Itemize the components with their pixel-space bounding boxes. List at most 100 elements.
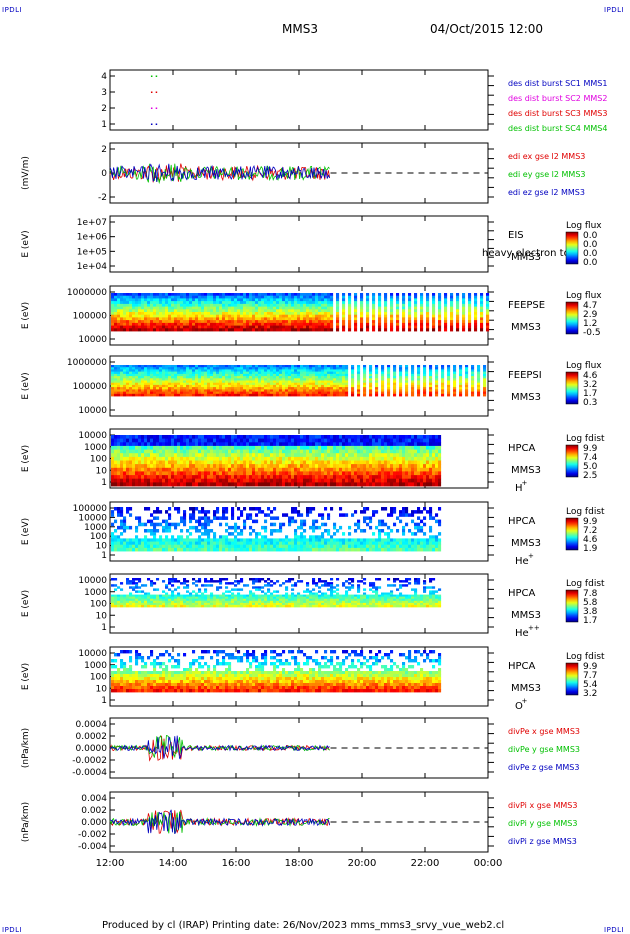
feepse-panel-cell (279, 322, 283, 327)
feepse-panel-cell (252, 328, 256, 332)
hpca-h-panel-cell (321, 435, 325, 440)
feepsi-panel-cell (339, 373, 343, 377)
feepsi-panel-cell (129, 391, 133, 395)
feepsi-panel-cell (477, 393, 481, 397)
feepse-panel-cell (486, 328, 490, 332)
hpca-h-panel-cell (210, 471, 214, 476)
hpca-he-panel-cell (177, 535, 181, 539)
hpca-he-panel-cell (135, 538, 139, 542)
divpi-panel-legend-entry: divPi x gse MMS3 (508, 801, 577, 810)
feepsi-panel-cell (159, 389, 163, 393)
hpca-h-panel-cell (285, 464, 289, 469)
feepse-panel-cell (153, 317, 157, 321)
feepse-panel-cell (450, 301, 454, 305)
hpca-h-panel-cell (192, 460, 196, 465)
hpca-he-panel-cell (189, 525, 193, 530)
hpca-h-panel-cell (309, 442, 313, 447)
feepsi-panel-cell (405, 367, 409, 370)
feepsi-panel-cell (117, 367, 121, 370)
feepse-panel-cell (129, 322, 133, 327)
hpca-h-panel-cell (372, 449, 376, 454)
hpca-h-panel-cell (327, 456, 331, 461)
feepsi-panel-cell (204, 365, 208, 368)
feepsi-panel-cell (165, 387, 169, 390)
feepse-panel-cell (267, 309, 271, 313)
feepsi-panel-cell (132, 387, 136, 390)
feepsi-panel-cell (318, 367, 322, 370)
feepsi-panel-cell (129, 373, 133, 377)
feepsi-panel-cell (321, 389, 325, 393)
hpca-h-panel-cell (225, 449, 229, 454)
feepse-panel-cell (177, 325, 181, 329)
feepsi-panel-cell (246, 393, 250, 397)
hpca-h-panel-cell (318, 464, 322, 469)
hpca-h-panel-cell (420, 467, 424, 472)
hpca-h-panel-cell (144, 442, 148, 447)
feepse-panel-cell (396, 295, 400, 299)
feepse-panel-cell (384, 320, 388, 324)
feepse-panel-cell (237, 306, 241, 310)
hpca-he-panel-cell (201, 547, 205, 552)
feepse-panel-cell (366, 312, 370, 316)
feepsi-panel-cell (210, 382, 214, 386)
feepsi-panel-cell (231, 371, 235, 375)
feepsi-panel-cell (117, 376, 121, 379)
feepse-panel-cell (138, 325, 142, 329)
feepsi-panel-cell (339, 365, 343, 368)
feepsi-panel-cell (246, 365, 250, 368)
hpca-h-panel-cell (159, 460, 163, 465)
hpca-h-panel-cell (327, 445, 331, 450)
hpca-h-panel-cell (306, 442, 310, 447)
feepsi-panel-cell (126, 391, 130, 395)
feepsi-panel-cell (318, 380, 322, 384)
feepse-panel-cell (261, 295, 265, 299)
hpca-h-panel-cell (384, 438, 388, 443)
feepse-panel-cell (321, 303, 325, 308)
hpca-h-panel-cell (333, 460, 337, 465)
feepse-panel-cell (174, 328, 178, 332)
feepse-panel-cell (216, 309, 220, 313)
hpca-he-panel-cell (153, 535, 157, 539)
feepse-panel-cell (438, 293, 442, 297)
feepse-panel-cell (444, 328, 448, 332)
feepse-panel-cell (141, 312, 145, 316)
feepsi-panel-cell (315, 384, 319, 388)
hpca-h-panel-cell (267, 471, 271, 476)
feepsi-panel-cell (315, 389, 319, 393)
feepse-panel-cell (312, 320, 316, 324)
feepsi-panel-cell (171, 387, 175, 390)
feepse-panel-cell (246, 317, 250, 321)
feepse-panel-cell (177, 314, 181, 318)
feepse-panel-cell (303, 317, 307, 321)
feepse-panel-cell (354, 301, 358, 305)
hpca-h-panel-cell (159, 478, 163, 483)
divpi-panel-ytick-label: 0.004 (81, 794, 107, 804)
hpca-h-panel-cell (162, 438, 166, 443)
feepse-panel-cell (159, 293, 163, 297)
feepse-panel-cell (132, 320, 136, 324)
feepse-panel-cell (204, 309, 208, 313)
feepsi-panel-cell (123, 384, 127, 388)
hpca-he-panel-cell (120, 510, 124, 514)
hpca-h-panel-cell (180, 445, 184, 450)
hpca-he-panel-cell (183, 541, 187, 546)
feepsi-panel-cell (333, 367, 337, 370)
hpca-h-panel-cell (324, 445, 328, 450)
feepsi-panel-cell (441, 376, 445, 379)
hpca-he-panel-cell (180, 519, 184, 524)
feepsi-panel-cell (327, 382, 331, 386)
hpca-h-panel-cell (402, 445, 406, 450)
feepse-panel-cell (480, 328, 484, 332)
feepse-panel-cell (198, 312, 202, 316)
feepse-panel-cell (294, 325, 298, 329)
hpca-h-panel-cell (195, 471, 199, 476)
hpca-h-panel-cell (282, 445, 286, 450)
hpca-h-panel-cell (411, 453, 415, 458)
feepsi-panel-cell (459, 373, 463, 377)
feepse-panel-cell (474, 298, 478, 302)
hpca-h-panel-cell (435, 475, 439, 480)
feepsi-panel-cell (399, 373, 403, 377)
feepsi-panel-cell (159, 387, 163, 390)
hpca-h-panel-cell (312, 478, 316, 483)
hpca-h-panel-cell (330, 467, 334, 472)
